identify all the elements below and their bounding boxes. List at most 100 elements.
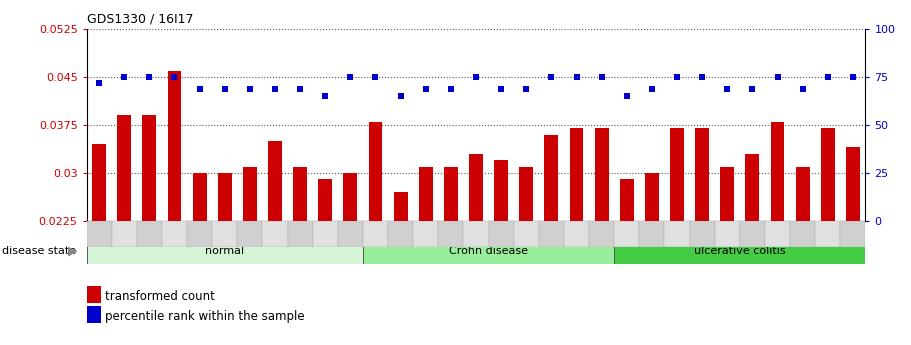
Point <box>343 75 358 80</box>
Bar <box>162 221 187 247</box>
Bar <box>740 221 765 247</box>
Bar <box>715 221 740 247</box>
Point <box>218 86 232 91</box>
Bar <box>564 221 589 247</box>
Bar <box>771 122 784 345</box>
Point <box>720 86 734 91</box>
Bar <box>494 160 508 345</box>
Bar <box>464 221 488 247</box>
Bar <box>664 221 690 247</box>
Bar <box>545 135 558 345</box>
Text: ▶: ▶ <box>68 245 78 257</box>
Text: normal: normal <box>205 246 244 256</box>
Bar <box>87 238 363 264</box>
Point <box>117 75 131 80</box>
Bar <box>569 128 583 345</box>
Bar <box>840 221 865 247</box>
Point <box>845 75 860 80</box>
Point <box>519 86 534 91</box>
Bar <box>721 167 734 345</box>
Point <box>394 93 408 99</box>
Bar <box>846 147 860 345</box>
Bar <box>268 141 281 345</box>
Bar <box>815 221 840 247</box>
Bar <box>765 221 790 247</box>
Text: transformed count: transformed count <box>106 290 215 303</box>
Bar <box>369 122 383 345</box>
Bar <box>92 144 106 345</box>
Bar <box>438 221 464 247</box>
Point <box>770 75 784 80</box>
Bar <box>519 167 533 345</box>
Bar <box>87 221 112 247</box>
Bar <box>363 221 388 247</box>
Text: percentile rank within the sample: percentile rank within the sample <box>106 310 305 323</box>
Point <box>92 80 107 86</box>
Bar <box>595 128 609 345</box>
Point <box>318 93 333 99</box>
Bar <box>343 173 357 345</box>
Bar <box>87 306 100 323</box>
Bar <box>137 221 162 247</box>
Bar <box>589 221 614 247</box>
Text: Crohn disease: Crohn disease <box>449 246 528 256</box>
Point <box>444 86 458 91</box>
Bar <box>695 128 709 345</box>
Bar <box>218 173 231 345</box>
Bar <box>112 221 137 247</box>
Point <box>569 75 584 80</box>
Bar <box>488 221 514 247</box>
Bar <box>142 116 157 345</box>
Point <box>795 86 810 91</box>
Bar <box>790 221 815 247</box>
Point <box>619 93 634 99</box>
Bar <box>388 221 414 247</box>
Bar <box>514 221 538 247</box>
Point <box>745 86 760 91</box>
Bar <box>293 167 307 345</box>
Bar <box>670 128 684 345</box>
Point <box>469 75 484 80</box>
Point <box>695 75 710 80</box>
Point <box>494 86 508 91</box>
Bar <box>419 167 433 345</box>
Bar <box>538 221 564 247</box>
Bar <box>118 116 131 345</box>
Bar <box>243 167 257 345</box>
Bar <box>338 221 363 247</box>
Bar <box>363 238 614 264</box>
Bar <box>87 286 100 303</box>
Point <box>594 75 609 80</box>
Bar <box>614 221 640 247</box>
Point <box>670 75 684 80</box>
Point <box>292 86 307 91</box>
Point <box>168 75 182 80</box>
Point <box>418 86 433 91</box>
Point <box>544 75 558 80</box>
Bar <box>614 238 865 264</box>
Bar <box>394 192 407 345</box>
Bar <box>690 221 715 247</box>
Bar <box>414 221 438 247</box>
Bar <box>288 221 312 247</box>
Bar <box>187 221 212 247</box>
Bar <box>168 71 181 345</box>
Bar <box>745 154 759 345</box>
Point <box>821 75 835 80</box>
Bar <box>469 154 483 345</box>
Bar <box>821 128 834 345</box>
Bar <box>312 221 338 247</box>
Point <box>268 86 282 91</box>
Text: ulcerative colitis: ulcerative colitis <box>694 246 785 256</box>
Bar <box>262 221 288 247</box>
Bar <box>645 173 659 345</box>
Bar <box>212 221 237 247</box>
Text: disease state: disease state <box>2 246 76 256</box>
Bar <box>318 179 333 345</box>
Point <box>645 86 660 91</box>
Bar <box>444 167 458 345</box>
Bar <box>619 179 634 345</box>
Point <box>242 86 257 91</box>
Point <box>192 86 207 91</box>
Bar <box>795 167 810 345</box>
